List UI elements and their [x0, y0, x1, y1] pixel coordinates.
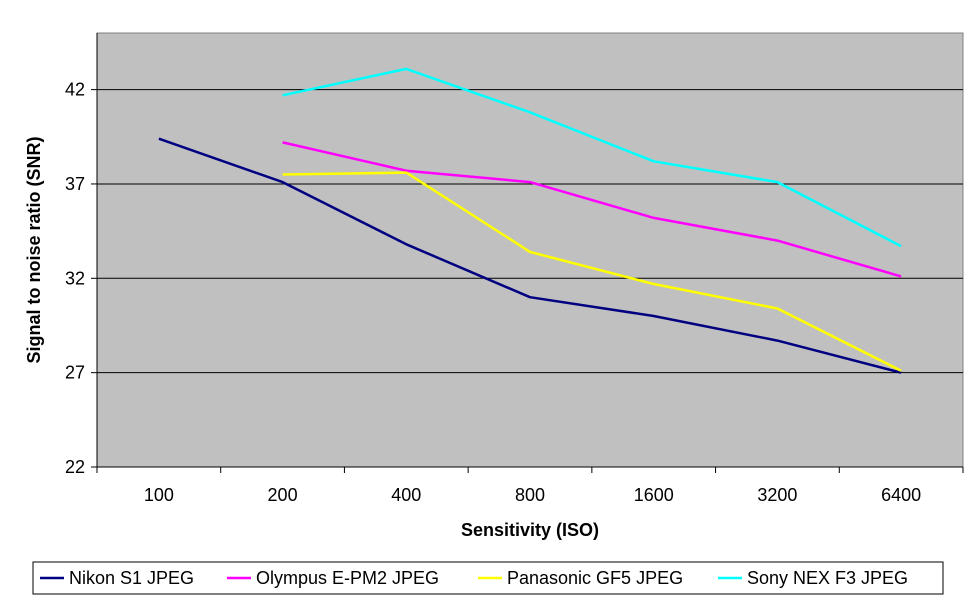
series-line-3	[282, 171, 902, 372]
x-tick-label: 200	[268, 485, 298, 505]
y-tick-label: 37	[65, 174, 85, 194]
legend-label-4: Sony NEX F3 JPEG	[747, 568, 908, 588]
plot-area	[96, 32, 964, 468]
series-line-1	[158, 137, 902, 374]
y-axis-title: Signal to noise ratio (SNR)	[24, 136, 44, 363]
x-tick-label: 100	[144, 485, 174, 505]
y-tick-label: 42	[65, 80, 85, 100]
series-line-2	[282, 141, 902, 278]
x-tick-label: 1600	[634, 485, 674, 505]
series-line-4	[282, 67, 902, 248]
x-tick-label: 400	[391, 485, 421, 505]
legend-label-2: Olympus E-PM2 JPEG	[256, 568, 439, 588]
x-tick-label: 6400	[881, 485, 921, 505]
legend-label-3: Panasonic GF5 JPEG	[507, 568, 683, 588]
y-tick-label: 32	[65, 268, 85, 288]
y-tick-label: 22	[65, 457, 85, 477]
x-tick-label: 3200	[757, 485, 797, 505]
y-tick-label: 27	[65, 363, 85, 383]
legend-label-1: Nikon S1 JPEG	[69, 568, 194, 588]
x-tick-label: 800	[515, 485, 545, 505]
x-axis-title: Sensitivity (ISO)	[461, 520, 599, 540]
